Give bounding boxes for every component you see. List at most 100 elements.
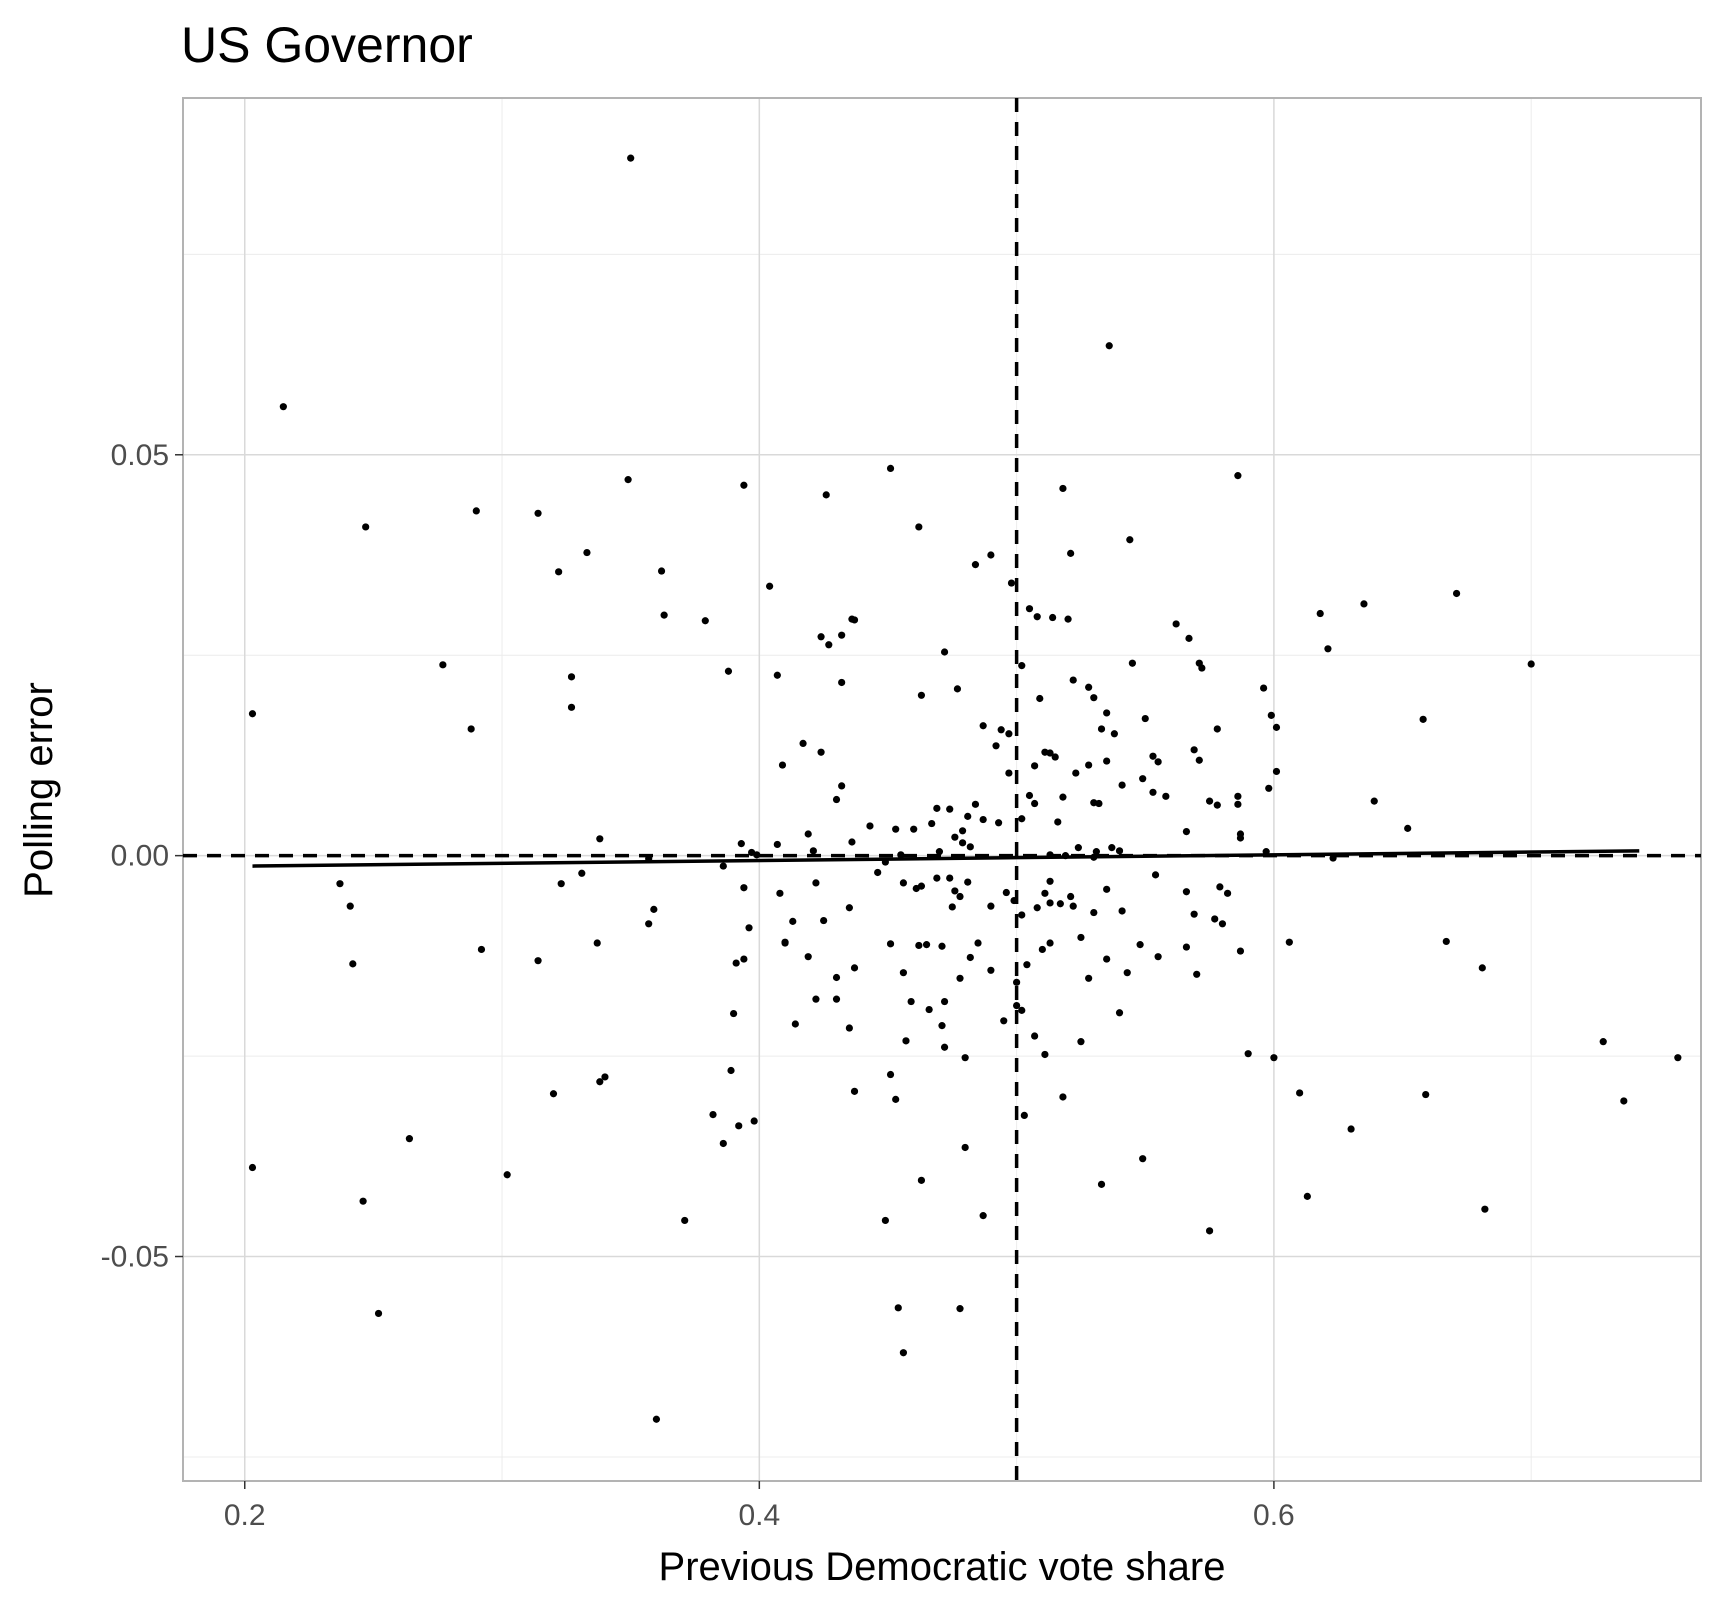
data-point — [922, 941, 931, 949]
data-point — [1272, 723, 1281, 731]
data-point — [933, 874, 941, 882]
data-point — [1360, 600, 1368, 608]
data-point — [838, 631, 846, 639]
data-point — [1236, 947, 1245, 955]
data-point — [946, 874, 954, 882]
data-point — [1105, 342, 1113, 350]
data-point — [773, 840, 781, 849]
data-point — [1018, 1006, 1026, 1014]
data-point — [899, 1349, 908, 1357]
data-point — [1010, 896, 1018, 905]
data-point — [917, 691, 926, 699]
data-point — [1115, 1009, 1124, 1017]
data-point — [917, 882, 926, 890]
data-point — [776, 889, 784, 897]
data-point — [1005, 730, 1013, 738]
data-point — [953, 685, 962, 693]
data-point — [727, 1066, 735, 1075]
data-point — [1041, 1050, 1049, 1059]
data-point — [1031, 762, 1039, 770]
data-point — [1103, 709, 1111, 717]
data-point — [1213, 725, 1221, 733]
data-point — [1205, 1227, 1214, 1235]
data-point — [850, 616, 859, 624]
data-point — [928, 819, 936, 828]
data-point — [838, 782, 846, 790]
data-point — [938, 942, 946, 950]
data-point — [1128, 659, 1136, 667]
data-point — [832, 795, 841, 804]
data-point — [596, 835, 604, 843]
data-point — [1296, 1089, 1304, 1097]
data-point — [1347, 1125, 1355, 1133]
data-point — [1018, 815, 1026, 823]
data-point — [997, 726, 1005, 734]
data-point — [503, 1171, 511, 1179]
data-point — [1244, 1050, 1252, 1058]
data-point — [740, 884, 748, 892]
data-point — [657, 567, 666, 575]
data-point — [1002, 888, 1010, 897]
data-point — [1064, 615, 1072, 623]
data-point — [1020, 1111, 1028, 1120]
data-point — [881, 1216, 889, 1225]
data-point — [951, 833, 959, 841]
data-point — [838, 678, 846, 687]
data-point — [1085, 974, 1093, 982]
data-point — [1059, 1093, 1067, 1101]
data-point — [1139, 1155, 1147, 1163]
data-point — [1329, 854, 1337, 862]
trend-line — [252, 849, 1640, 868]
data-point — [1046, 899, 1054, 907]
data-point — [1195, 756, 1203, 764]
data-point — [1527, 660, 1535, 668]
data-point — [971, 800, 980, 808]
data-point — [1185, 634, 1193, 642]
data-point — [964, 878, 972, 886]
data-point — [567, 673, 576, 681]
data-point — [374, 1309, 383, 1318]
data-point — [850, 964, 859, 972]
data-point — [1085, 683, 1093, 691]
data-point — [1092, 848, 1100, 856]
chart-title: US Governor — [181, 17, 473, 73]
x-tick-label: 0.2 — [224, 1499, 266, 1532]
data-point — [1041, 889, 1049, 897]
data-point — [1103, 757, 1111, 765]
data-point — [1182, 888, 1191, 896]
data-point — [753, 851, 761, 859]
data-point — [534, 957, 542, 965]
y-tick-label: -0.05 — [101, 1241, 169, 1274]
data-point — [812, 995, 820, 1003]
data-point — [961, 1054, 969, 1062]
data-point — [1067, 549, 1075, 557]
data-point — [987, 902, 995, 910]
data-point — [346, 902, 354, 910]
data-point — [1205, 797, 1214, 805]
data-point — [1126, 536, 1134, 544]
data-point — [979, 722, 987, 730]
data-point — [866, 822, 874, 830]
x-axis-ticks: 0.2 0.4 0.6 — [224, 1481, 1295, 1532]
data-point — [701, 617, 709, 625]
data-point — [724, 667, 733, 675]
data-point — [791, 1020, 799, 1028]
data-point — [1267, 711, 1275, 719]
data-point — [850, 1087, 859, 1095]
data-point — [1097, 725, 1106, 733]
data-point — [812, 879, 820, 887]
data-point — [992, 742, 1000, 750]
data-point — [1211, 915, 1219, 923]
data-point — [719, 862, 727, 870]
data-point — [917, 1176, 926, 1184]
data-point — [248, 1163, 257, 1172]
panel-border — [182, 97, 1702, 1482]
data-point — [946, 805, 954, 813]
data-point — [894, 1304, 902, 1312]
x-axis-title: Previous Democratic vote share — [659, 1545, 1226, 1589]
data-point — [820, 916, 828, 925]
data-point — [966, 843, 974, 851]
data-point — [1198, 664, 1206, 672]
data-point — [650, 905, 658, 913]
